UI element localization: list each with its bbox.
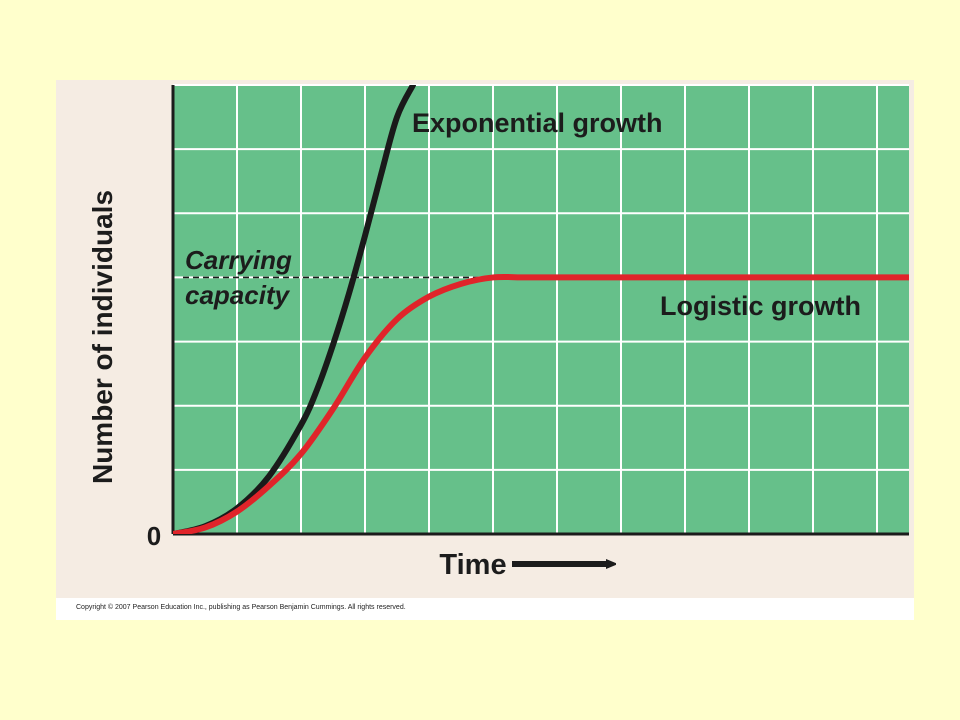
copyright-strip: Copyright © 2007 Pearson Education Inc.,… <box>56 598 914 620</box>
carrying-capacity-label-line2: capacity <box>185 280 291 310</box>
x-axis-title: Time <box>439 549 506 581</box>
carrying-capacity-group: Carrying capacity <box>183 245 493 310</box>
logistic-growth-label: Logistic growth <box>660 291 861 321</box>
y-axis-title: Number of individuals <box>87 190 118 484</box>
figure-panel: Carrying capacity Exponential growth Log… <box>56 80 914 620</box>
growth-chart: Carrying capacity Exponential growth Log… <box>87 84 909 581</box>
y-tick-label: 0 <box>147 521 161 551</box>
copyright-text: Copyright © 2007 Pearson Education Inc.,… <box>76 604 406 611</box>
axes <box>171 85 909 536</box>
curves <box>173 85 909 534</box>
carrying-capacity-label-line1: Carrying <box>185 245 292 275</box>
exponential-growth-label: Exponential growth <box>412 108 663 138</box>
logistic-growth-curve <box>173 273 909 534</box>
